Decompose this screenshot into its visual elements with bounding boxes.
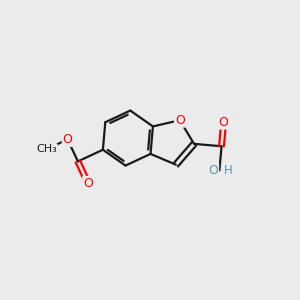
Text: H: H (224, 164, 233, 177)
Text: O: O (208, 164, 218, 177)
Text: O: O (83, 177, 93, 190)
Text: O: O (63, 133, 73, 146)
Text: O: O (219, 116, 229, 129)
Text: O: O (175, 114, 185, 127)
Text: CH₃: CH₃ (36, 144, 57, 154)
